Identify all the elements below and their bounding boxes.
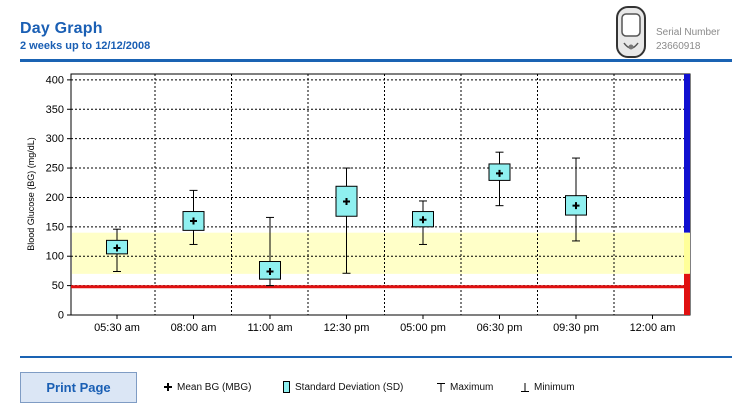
mean-marker xyxy=(419,216,427,224)
box-series xyxy=(106,151,587,287)
mean-marker xyxy=(266,268,274,276)
plus-icon xyxy=(164,383,172,392)
x-tick-label: 06:30 pm xyxy=(477,322,523,334)
print-page-button[interactable]: Print Page xyxy=(20,372,137,403)
chart-svg: 0 50 100 150 200 250 300 350 400 05:30 am 08:00 a… xyxy=(26,73,691,334)
legend-sd-label: Standard Deviation (SD) xyxy=(295,382,404,393)
target-range-band xyxy=(72,232,684,274)
mean-marker xyxy=(496,169,503,177)
side-bar-low xyxy=(684,273,690,315)
x-tick-label: 12:30 pm xyxy=(324,322,370,334)
max-tick-icon xyxy=(437,382,445,392)
x-tick-label: 05:00 pm xyxy=(400,322,446,334)
x-tick-label: 08:00 am xyxy=(171,322,217,334)
legend-sd: Standard Deviation (SD) xyxy=(283,381,403,395)
serial-number-value: 23660918 xyxy=(656,41,701,52)
y-tick-label: 0 xyxy=(58,310,64,322)
box-0800am xyxy=(182,189,205,245)
legend-min: Minimum xyxy=(521,381,575,395)
min-tick-icon xyxy=(521,382,529,392)
serial-number-label: Serial Number xyxy=(656,27,720,38)
gridlines xyxy=(71,74,684,315)
report-header: Day Graph 2 weeks up to 12/12/2008 Seria… xyxy=(0,0,732,64)
x-tick-label: 05:30 am xyxy=(94,322,140,334)
legend-mean-label: Mean BG (MBG) xyxy=(177,382,252,393)
y-tick-label: 400 xyxy=(46,74,64,86)
box-0630pm xyxy=(488,151,511,207)
glucose-meter-icon xyxy=(616,6,646,58)
y-tick-label: 50 xyxy=(52,280,64,292)
legend-min-label: Minimum xyxy=(534,382,575,393)
mean-marker xyxy=(190,217,197,225)
range-side-bar xyxy=(684,74,690,315)
mean-marker xyxy=(343,198,350,206)
box-0530am xyxy=(106,228,128,273)
day-graph-chart: 0 50 100 150 200 250 300 350 400 05:30 am 08:00 a… xyxy=(0,64,732,340)
y-tick-label: 350 xyxy=(46,104,64,116)
y-tick-label: 200 xyxy=(46,192,64,204)
box-0500pm xyxy=(412,200,434,245)
side-bar-high xyxy=(684,74,690,233)
y-axis-ticks: 0 50 100 150 200 250 300 350 400 xyxy=(46,74,71,322)
sd-box-icon xyxy=(283,381,290,394)
legend-max: Maximum xyxy=(437,381,493,395)
footer-divider xyxy=(20,356,732,358)
y-tick-label: 150 xyxy=(46,221,64,233)
legend-mean: Mean BG (MBG) xyxy=(164,381,251,395)
y-tick-label: 250 xyxy=(46,163,64,175)
date-range-subtitle: 2 weeks up to 12/12/2008 xyxy=(20,40,151,52)
box-1100am xyxy=(259,216,281,287)
box-0930pm xyxy=(565,157,587,242)
x-axis-ticks: 05:30 am 08:00 am 11:00 am 12:30 pm 05:00 pm… xyxy=(94,315,675,334)
plot-area xyxy=(70,73,691,316)
x-tick-label: 09:30 pm xyxy=(553,322,599,334)
y-tick-label: 100 xyxy=(46,251,64,263)
x-tick-label: 11:00 am xyxy=(247,322,292,334)
page-title: Day Graph xyxy=(20,20,103,37)
header-divider xyxy=(20,59,732,62)
mean-marker xyxy=(572,202,580,210)
box-1230pm xyxy=(335,167,358,274)
mean-marker xyxy=(113,244,121,252)
y-axis-label: Blood Glucose (BG) (mg/dL) xyxy=(26,137,36,251)
side-bar-target xyxy=(684,232,690,274)
y-tick-label: 300 xyxy=(46,133,64,145)
x-tick-label: 12:00 am xyxy=(630,322,676,334)
legend-max-label: Maximum xyxy=(450,382,494,393)
